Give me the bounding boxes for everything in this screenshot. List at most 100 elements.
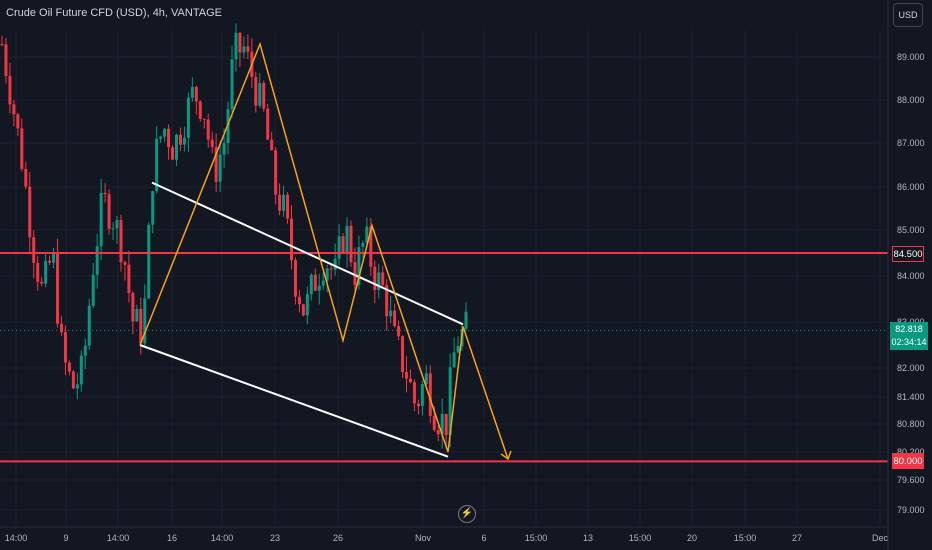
x-tick-label: 20	[687, 533, 697, 543]
candle-body	[234, 32, 238, 60]
candle-body	[52, 253, 56, 263]
y-tick-label: 79.000	[897, 505, 925, 515]
candle-body	[115, 220, 119, 229]
candle-body	[258, 82, 262, 106]
candle-body	[222, 143, 226, 155]
candle-body	[274, 150, 278, 195]
x-tick-label: 14:00	[107, 533, 130, 543]
candle-body	[24, 168, 28, 187]
candle-body	[238, 32, 242, 53]
candle-body	[341, 236, 345, 253]
countdown-timer: 02:34:14	[891, 337, 927, 347]
candle-body	[171, 147, 175, 160]
candle-body	[127, 264, 131, 293]
candle-body	[365, 226, 369, 243]
candle-body	[301, 304, 305, 316]
y-tick-label: 89.000	[897, 52, 925, 62]
candle-body	[186, 97, 190, 138]
x-tick-label: 15:00	[629, 533, 652, 543]
candle-body	[432, 415, 436, 431]
candle-body	[32, 237, 36, 263]
candle-body	[420, 384, 424, 407]
candle-body	[329, 268, 333, 270]
y-tick-label: 84.000	[897, 271, 925, 281]
drawings	[0, 41, 888, 463]
candle-body	[377, 272, 381, 290]
candle-body	[56, 253, 60, 324]
candle-body	[40, 281, 44, 284]
candlesticks	[0, 23, 468, 449]
candle-body	[389, 310, 393, 317]
candle-body	[262, 82, 266, 109]
candle-body	[321, 280, 325, 286]
y-tick-label: 85.000	[897, 225, 925, 235]
candle-body	[87, 305, 91, 346]
candle-body	[178, 134, 182, 145]
candle-body	[242, 46, 246, 53]
time-axis[interactable]: 14:00 9 14:00 16 14:00 23 26 Nov 6 15:00 13 15:00 20…	[0, 526, 889, 543]
y-tick-label: 79.600	[897, 475, 925, 485]
candle-body	[190, 86, 194, 98]
candle-body	[254, 77, 258, 106]
chart-title: Crude Oil Future CFD (USD), 4h, VANTAGE	[6, 7, 222, 19]
candle-body	[385, 285, 389, 317]
candle-body	[8, 75, 12, 105]
candle-body	[59, 323, 63, 333]
x-tick-label: 27	[792, 533, 802, 543]
x-tick-label: Nov	[415, 533, 432, 543]
x-tick-label: 14:00	[5, 533, 28, 543]
candle-body	[63, 332, 67, 363]
grid-lines	[0, 30, 888, 525]
candle-body	[111, 228, 115, 230]
candle-body	[28, 186, 32, 238]
candle-body	[16, 114, 20, 129]
candle-body	[83, 345, 87, 356]
candle-body	[412, 382, 416, 404]
y-tick-label: 86.000	[897, 182, 925, 192]
candle-body	[444, 413, 448, 436]
candle-body	[270, 139, 274, 151]
candle-body	[373, 266, 377, 290]
currency-button[interactable]: USD	[893, 3, 923, 27]
candle-body	[464, 311, 468, 329]
candle-body	[416, 403, 420, 407]
candle-body	[440, 413, 444, 435]
candle-body	[448, 367, 452, 436]
lightning-icon[interactable]: ⚡	[458, 505, 476, 523]
candle-body	[0, 44, 4, 46]
x-tick-label: 14:00	[211, 533, 234, 543]
candle-body	[147, 224, 151, 299]
candle-body	[393, 310, 397, 327]
candle-body	[290, 218, 294, 261]
y-tick-label: 80.800	[897, 419, 925, 429]
candle-body	[337, 236, 341, 259]
candle-body	[48, 260, 52, 263]
candle-body	[91, 274, 95, 306]
candle-body	[99, 192, 103, 247]
candle-body	[293, 260, 297, 297]
zigzag-path	[139, 41, 509, 460]
x-tick-label: 13	[583, 533, 593, 543]
x-tick-label: Dec	[872, 533, 889, 543]
candle-body	[313, 274, 317, 291]
candle-body	[194, 86, 198, 102]
candle-body	[75, 384, 79, 389]
current-price-tag: 82.818 02:34:14	[890, 322, 928, 350]
x-tick-label: 16	[167, 533, 177, 543]
candle-body	[297, 296, 301, 305]
candle-body	[79, 355, 83, 385]
candle-body	[305, 293, 309, 316]
candle-body	[266, 108, 270, 140]
candle-body	[103, 192, 107, 195]
channel-lower-line	[139, 344, 449, 458]
candle-body	[452, 352, 456, 368]
channel-upper-line	[151, 181, 464, 326]
candle-body	[214, 147, 218, 182]
candle-body	[174, 134, 178, 160]
candle-body	[381, 272, 385, 286]
candle-body	[44, 260, 48, 284]
candle-body	[428, 373, 432, 416]
candle-body	[71, 371, 75, 389]
candle-body	[286, 194, 290, 219]
